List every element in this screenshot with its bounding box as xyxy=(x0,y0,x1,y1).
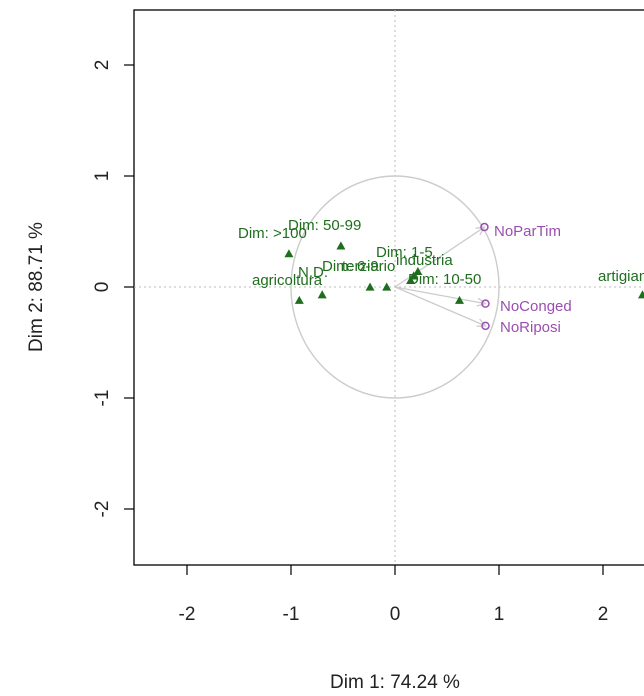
variable-point xyxy=(481,321,490,331)
supplementary-point-marker xyxy=(317,290,327,299)
x-tick-label: 0 xyxy=(390,604,401,625)
x-tick-label: -1 xyxy=(283,604,300,625)
variable-arrow xyxy=(394,286,486,305)
supplementary-point-marker xyxy=(365,282,375,291)
correlation-circle xyxy=(290,175,500,399)
x-tick-label: 2 xyxy=(598,604,609,625)
supplementary-point-marker xyxy=(638,290,644,299)
y-tick-label: -1 xyxy=(92,390,113,407)
supplementary-point-marker xyxy=(294,295,304,304)
y-axis-title: Dim 2: 88.71 % xyxy=(26,222,47,352)
supplementary-point-marker xyxy=(406,275,416,284)
supplementary-point-marker xyxy=(336,241,346,250)
supplementary-point-label: industria xyxy=(396,252,453,269)
axis-ticks: -2 -1 0 1 2 -2 -1 0 1 2 xyxy=(92,60,608,625)
supplementary-point-label: artigianato xyxy=(598,268,644,285)
supplementary-point-label: Dim: 1-5 xyxy=(376,244,433,261)
y-tick-label: -2 xyxy=(92,501,113,518)
supplementary-point-marker xyxy=(382,282,392,291)
variable-arrow xyxy=(394,286,486,327)
variable-label: NoRiposi xyxy=(500,319,561,336)
variable-point xyxy=(481,299,490,308)
variable-label: NoParTim xyxy=(494,223,561,240)
variable-arrow xyxy=(394,226,485,288)
arrowhead xyxy=(476,297,487,307)
variable-label: NoConged xyxy=(500,298,572,315)
supplementary-point-marker xyxy=(284,249,294,258)
y-tick-label: 0 xyxy=(92,282,113,293)
supplementary-point-label: Dim: 6-9 xyxy=(322,258,379,275)
variable-point xyxy=(480,222,489,232)
supplementary-point-label: terziario xyxy=(342,258,395,275)
arrowhead xyxy=(475,226,486,236)
y-tick-label: 2 xyxy=(92,60,113,71)
supplementary-point-label: Dim: >100 xyxy=(238,225,307,242)
arrowhead xyxy=(476,318,487,327)
supplementary-point-label: N.D. xyxy=(298,264,328,281)
y-tick-label: 1 xyxy=(92,171,113,182)
x-tick-label: -2 xyxy=(179,604,196,625)
supplementary-point-marker xyxy=(413,266,423,276)
x-tick-label: 1 xyxy=(494,604,505,625)
supplementary-point-label: Dim: 50-99 xyxy=(288,217,361,234)
supplementary-point-marker xyxy=(454,295,464,304)
supplementary-point-label: agricoltura xyxy=(252,272,323,289)
supplementary-point-label: Dim: 10-50 xyxy=(408,271,481,288)
x-axis-title: Dim 1: 74.24 % xyxy=(330,672,460,693)
